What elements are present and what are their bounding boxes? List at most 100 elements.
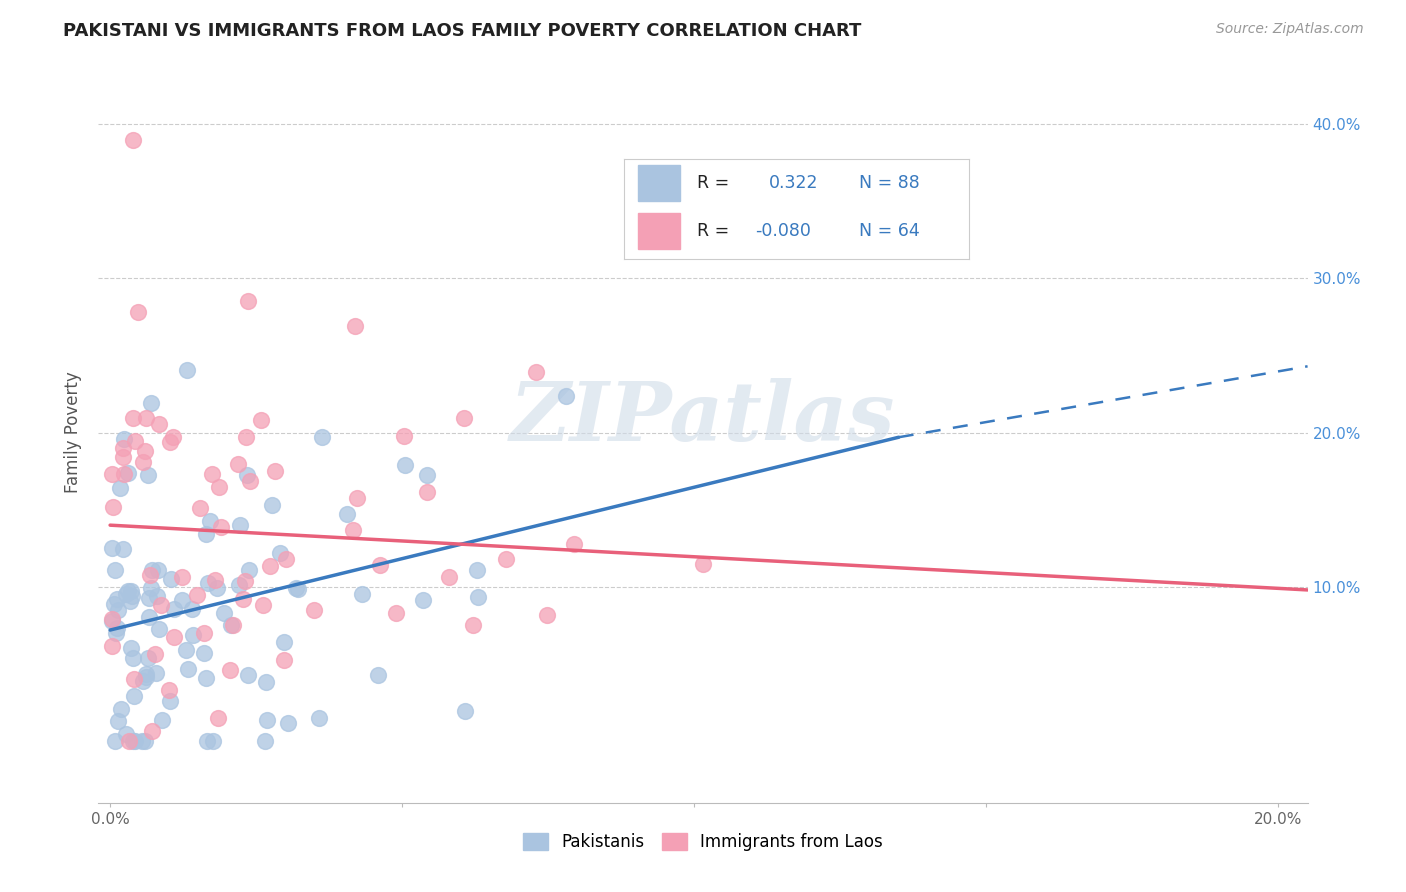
Point xyxy=(157,683,180,698)
Point xyxy=(239,475,262,489)
Y-axis label: Family Poverty: Family Poverty xyxy=(65,372,83,493)
Point xyxy=(207,711,229,725)
Point xyxy=(562,537,585,551)
Point xyxy=(238,563,260,577)
Point xyxy=(101,612,124,626)
Point xyxy=(308,711,330,725)
Point xyxy=(112,442,135,456)
Point xyxy=(461,617,484,632)
Point xyxy=(252,598,274,612)
Point xyxy=(207,480,229,494)
Point xyxy=(415,485,437,500)
Point xyxy=(105,621,128,635)
Point xyxy=(228,518,250,533)
Point xyxy=(195,671,218,685)
Point xyxy=(163,630,186,644)
Point xyxy=(143,647,166,661)
Point xyxy=(437,570,460,584)
Point xyxy=(235,430,257,444)
Point xyxy=(195,734,218,748)
Point xyxy=(453,410,475,425)
Point xyxy=(141,564,163,578)
Point xyxy=(367,668,389,682)
Point xyxy=(346,491,368,506)
Point xyxy=(186,588,208,602)
Point xyxy=(254,734,277,748)
Point xyxy=(194,527,217,541)
Point xyxy=(273,635,295,649)
Point xyxy=(118,734,141,748)
Point xyxy=(146,563,169,577)
Point xyxy=(122,672,145,686)
Point xyxy=(145,665,167,680)
Point xyxy=(368,558,391,573)
Point xyxy=(141,581,163,595)
Point xyxy=(352,587,374,601)
Point xyxy=(467,590,489,604)
Point xyxy=(228,578,250,592)
Point xyxy=(132,455,155,469)
Point xyxy=(120,641,142,656)
Point xyxy=(160,572,183,586)
Point xyxy=(273,653,295,667)
Point xyxy=(159,434,181,449)
Point xyxy=(311,430,333,444)
Point xyxy=(124,734,146,748)
Point xyxy=(132,674,155,689)
Point xyxy=(343,318,366,333)
Point xyxy=(260,498,283,512)
Point xyxy=(115,587,138,601)
Point xyxy=(115,727,138,741)
Point xyxy=(170,570,193,584)
Point xyxy=(101,639,124,653)
Point xyxy=(148,622,170,636)
Point xyxy=(226,457,249,471)
Point xyxy=(127,305,149,319)
Point xyxy=(232,591,254,606)
Point xyxy=(254,674,277,689)
Point xyxy=(118,593,141,607)
Point xyxy=(302,602,325,616)
Point xyxy=(198,514,221,528)
Point xyxy=(524,365,547,379)
Point xyxy=(233,574,256,589)
Point xyxy=(385,606,408,620)
Point xyxy=(284,581,307,595)
Point xyxy=(105,625,128,640)
Point xyxy=(176,363,198,377)
Point xyxy=(134,734,156,748)
Point xyxy=(467,564,489,578)
Point xyxy=(121,133,143,147)
Point xyxy=(108,481,131,495)
Point xyxy=(138,610,160,624)
Point xyxy=(150,714,173,728)
Point xyxy=(221,618,243,632)
Legend: Pakistanis, Immigrants from Laos: Pakistanis, Immigrants from Laos xyxy=(517,826,889,857)
Point xyxy=(259,558,281,573)
Point xyxy=(135,670,157,684)
Point xyxy=(205,582,228,596)
Point xyxy=(101,467,124,481)
Point xyxy=(105,592,128,607)
Text: Source: ZipAtlas.com: Source: ZipAtlas.com xyxy=(1216,22,1364,37)
Point xyxy=(336,507,359,521)
Point xyxy=(138,567,160,582)
Point xyxy=(692,557,714,571)
Point xyxy=(209,519,232,533)
Point xyxy=(236,293,259,308)
Point xyxy=(219,663,242,677)
Point xyxy=(415,468,437,483)
Point xyxy=(204,573,226,587)
Point xyxy=(107,603,129,617)
Point xyxy=(536,607,558,622)
Point xyxy=(103,500,125,514)
Point xyxy=(263,464,285,478)
Point xyxy=(136,651,159,665)
Point xyxy=(121,589,143,603)
Point xyxy=(122,690,145,704)
Point xyxy=(135,411,157,425)
Point xyxy=(131,734,153,748)
Point xyxy=(554,389,576,403)
Point xyxy=(120,583,142,598)
Point xyxy=(159,694,181,708)
